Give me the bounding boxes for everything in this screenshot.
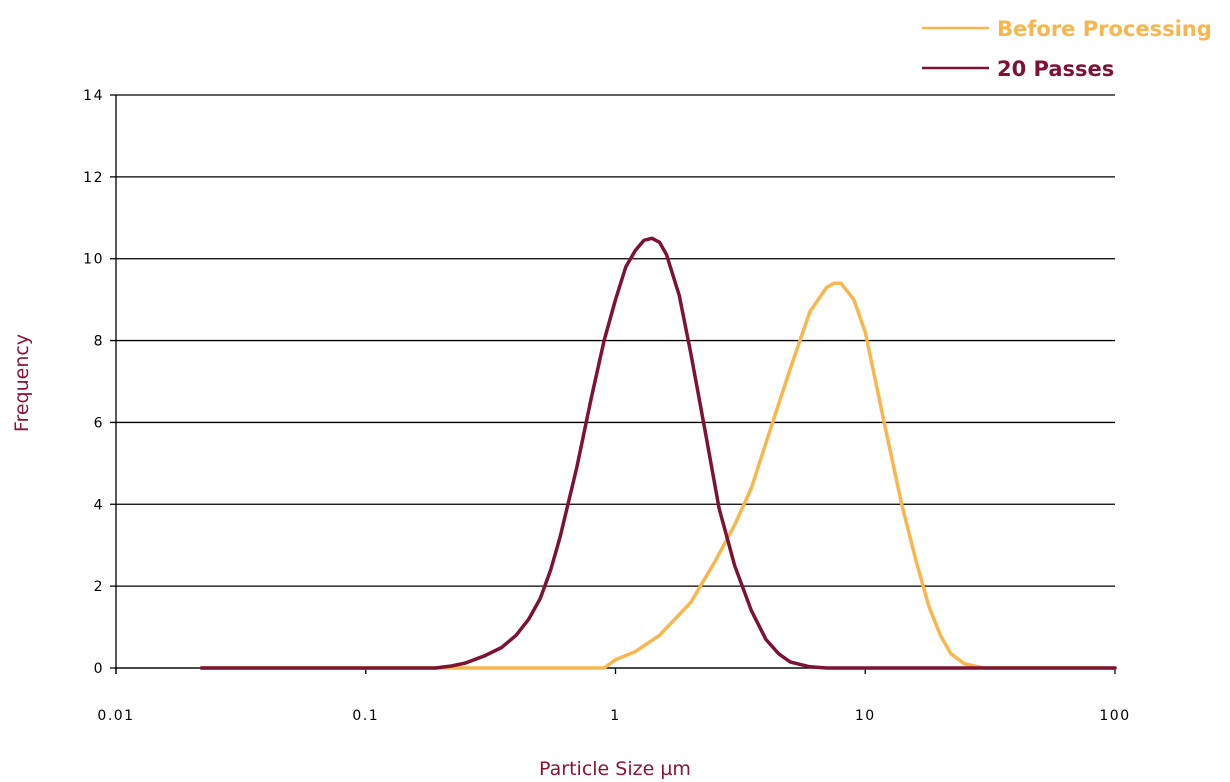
y-tick-labels: 0 2 4 6 8 10 12 14 xyxy=(83,88,104,677)
x-axis-title: Particle Size µm xyxy=(539,758,691,780)
legend-label: Before Processing xyxy=(997,17,1212,41)
y-tick-label: 14 xyxy=(83,88,104,104)
series-lines xyxy=(199,236,1117,670)
x-tick-labels: 0.01 0.1 1 10 100 xyxy=(97,708,1130,724)
x-tick-label: 0.1 xyxy=(352,708,379,724)
y-tick-label: 4 xyxy=(94,497,104,513)
gridlines xyxy=(110,94,1115,669)
x-tick-label: 0.01 xyxy=(97,708,134,724)
y-tick-label: 6 xyxy=(94,415,104,431)
x-tick-label: 100 xyxy=(1099,708,1130,724)
x-tick-label: 1 xyxy=(610,708,620,724)
axes xyxy=(115,95,1116,674)
series-line-1 xyxy=(199,236,1117,670)
y-tick-label: 10 xyxy=(83,252,104,268)
series-line-0 xyxy=(199,281,1117,670)
y-tick-label: 12 xyxy=(83,170,104,186)
y-axis-title: Frequency xyxy=(11,334,33,432)
y-tick-label: 2 xyxy=(94,579,104,595)
legend-label: 20 Passes xyxy=(997,57,1114,81)
legend: Before Processing 20 Passes xyxy=(922,17,1212,81)
y-tick-label: 0 xyxy=(94,661,104,677)
x-tick-label: 10 xyxy=(855,708,876,724)
y-tick-label: 8 xyxy=(94,334,104,350)
